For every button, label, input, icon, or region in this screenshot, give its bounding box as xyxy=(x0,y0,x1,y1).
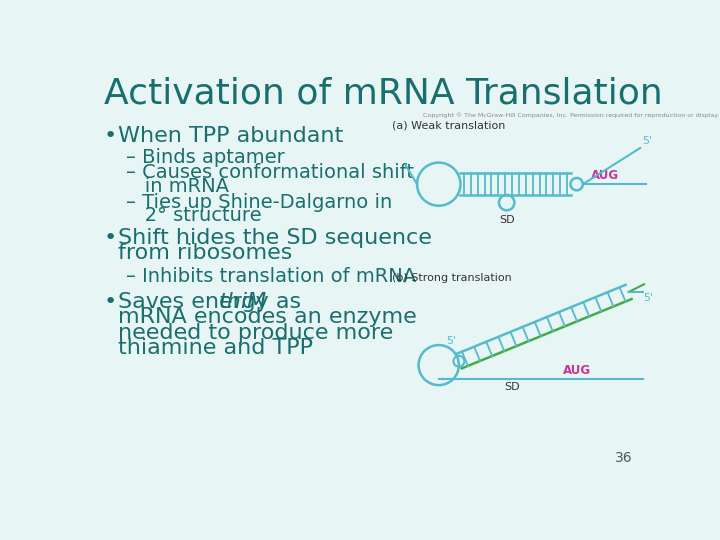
Text: •: • xyxy=(104,228,117,248)
Text: 36: 36 xyxy=(615,451,632,465)
Text: •: • xyxy=(104,126,117,146)
Text: 5': 5' xyxy=(644,294,654,303)
Text: Saves energy as: Saves energy as xyxy=(118,292,308,312)
Text: – Ties up Shine-Dalgarno in: – Ties up Shine-Dalgarno in xyxy=(126,193,392,212)
Text: Activation of mRNA Translation: Activation of mRNA Translation xyxy=(104,76,662,110)
Text: in mRNA: in mRNA xyxy=(126,177,229,196)
Text: AUG: AUG xyxy=(563,363,591,377)
Text: mRNA encodes an enzyme: mRNA encodes an enzyme xyxy=(118,307,417,327)
Text: thiamine and TPP: thiamine and TPP xyxy=(118,338,313,358)
Text: from ribosomes: from ribosomes xyxy=(118,244,292,264)
Text: •: • xyxy=(104,292,117,312)
Text: thiM: thiM xyxy=(219,292,267,312)
Text: – Causes conformational shift: – Causes conformational shift xyxy=(126,164,414,183)
Text: needed to produce more: needed to produce more xyxy=(118,323,393,343)
Text: 2° structure: 2° structure xyxy=(126,206,261,226)
Text: SD: SD xyxy=(505,382,520,392)
Text: Shift hides the SD sequence: Shift hides the SD sequence xyxy=(118,228,432,248)
Text: (b) Strong translation: (b) Strong translation xyxy=(392,273,512,283)
Text: When TPP abundant: When TPP abundant xyxy=(118,126,343,146)
Text: Copyright © The McGraw-Hill Companies, Inc. Permission required for reproduction: Copyright © The McGraw-Hill Companies, I… xyxy=(423,112,719,118)
Text: – Inhibits translation of mRNA: – Inhibits translation of mRNA xyxy=(126,267,415,286)
Text: 5': 5' xyxy=(446,336,456,346)
Text: SD: SD xyxy=(499,215,515,225)
Text: – Binds aptamer: – Binds aptamer xyxy=(126,148,284,167)
Text: (a) Weak translation: (a) Weak translation xyxy=(392,120,505,130)
Text: 5': 5' xyxy=(642,136,652,146)
Text: AUG: AUG xyxy=(590,169,618,182)
